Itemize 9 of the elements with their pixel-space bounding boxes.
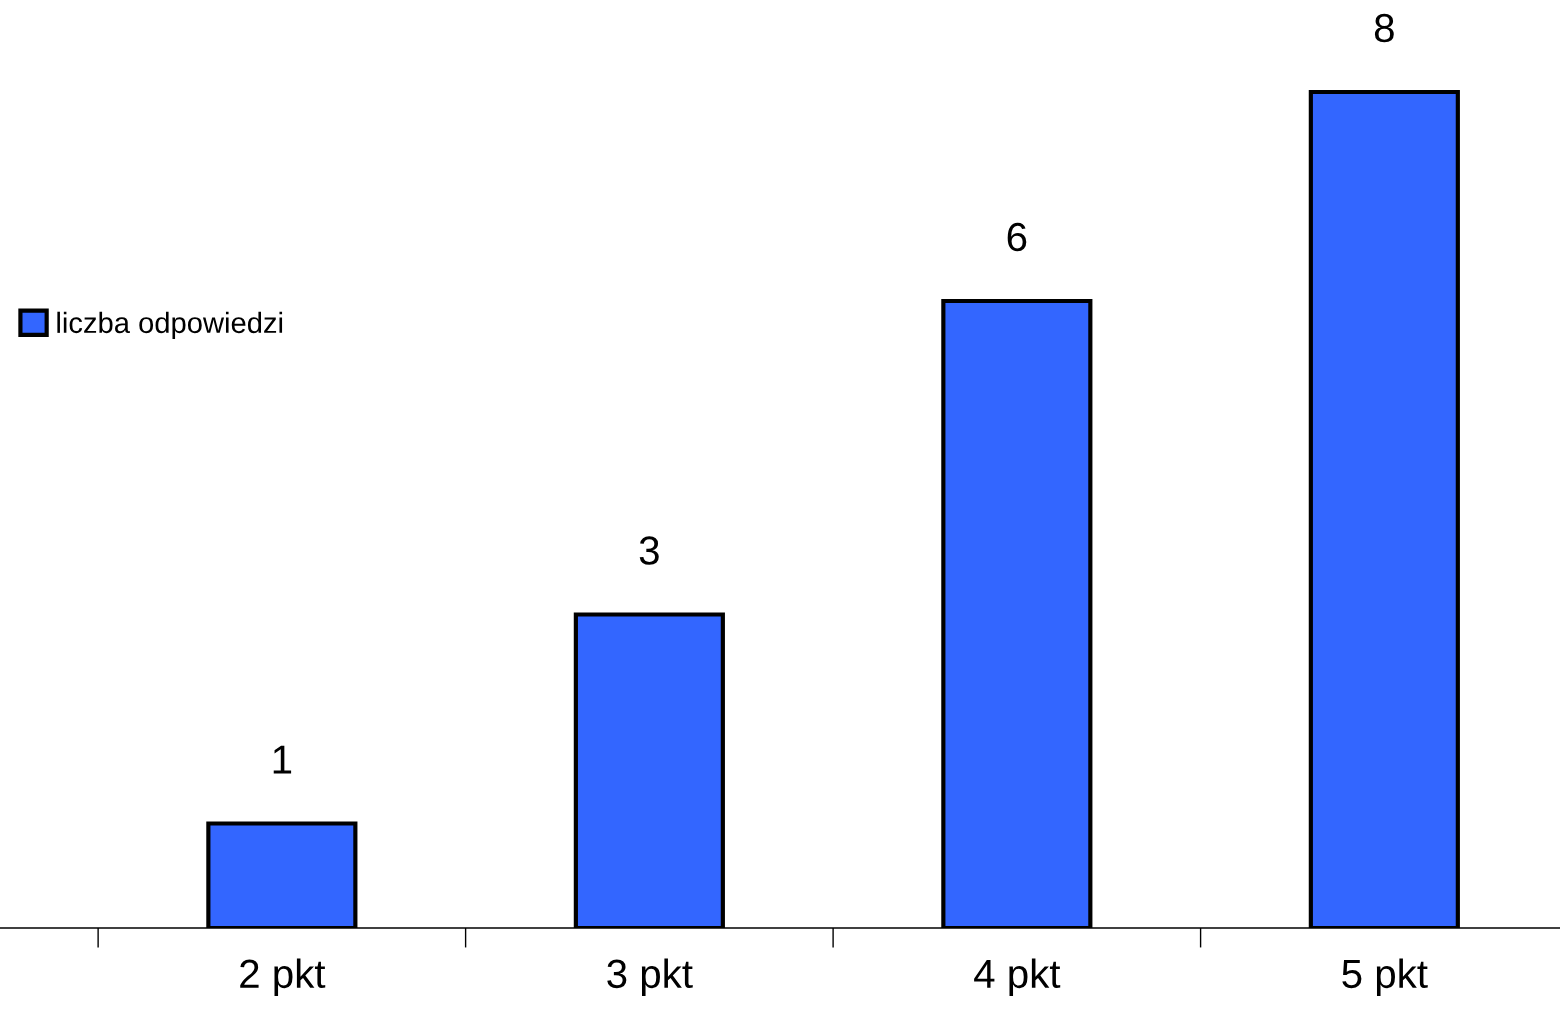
x-tick-label: 2 pkt bbox=[240, 958, 326, 997]
data-label: 3 bbox=[639, 536, 659, 565]
legend-label: liczba odpowiedzi bbox=[57, 311, 283, 339]
x-tick-label: 4 pkt bbox=[974, 958, 1061, 997]
x-tick-label: 3 pkt bbox=[607, 958, 693, 997]
data-label: 6 bbox=[1007, 222, 1027, 252]
x-tick-label: 5 pkt bbox=[1342, 958, 1428, 997]
data-label: 1 bbox=[273, 745, 292, 774]
data-label: 8 bbox=[1374, 13, 1394, 43]
